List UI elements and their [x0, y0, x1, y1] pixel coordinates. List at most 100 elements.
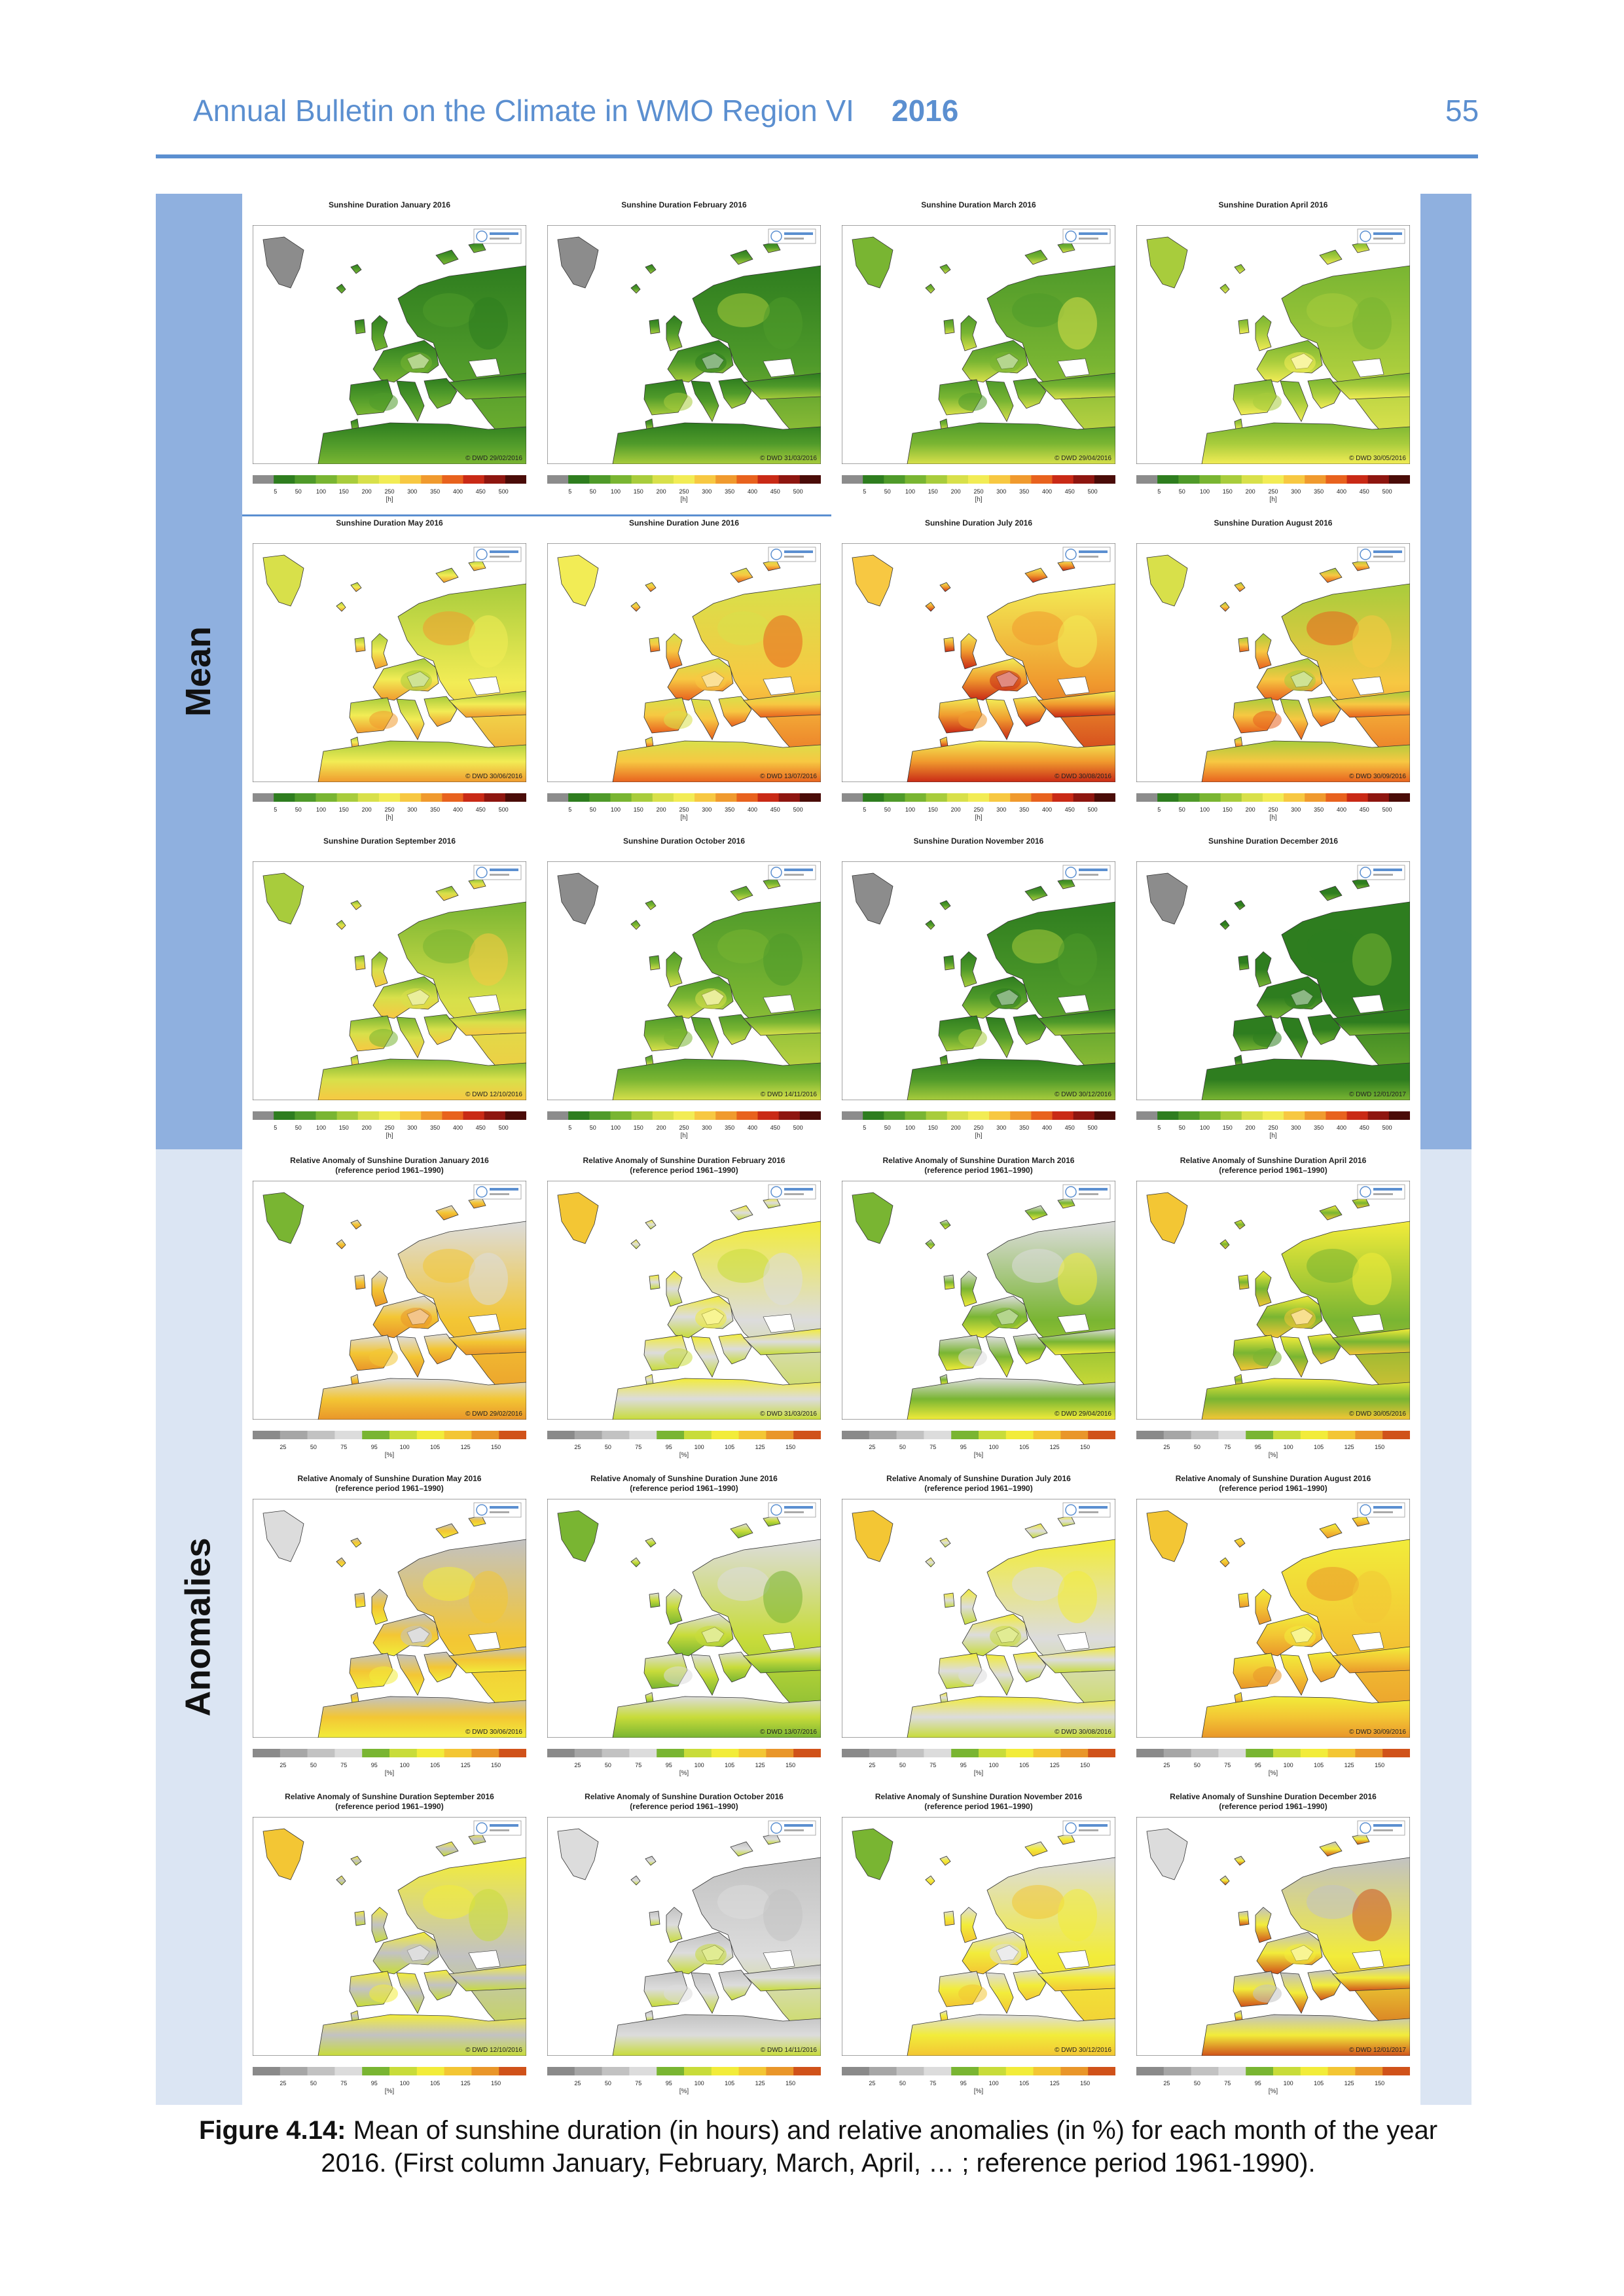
tick-label: 450 — [1065, 806, 1075, 813]
wmo-wordmark — [784, 1193, 804, 1195]
tick-label: 350 — [1019, 1124, 1029, 1131]
land-region — [649, 1910, 660, 1926]
land-region — [1219, 1239, 1230, 1249]
colorbar-swatch — [1094, 1111, 1115, 1120]
colorbar-swatch — [463, 793, 485, 802]
wmo-wordmark — [784, 869, 813, 871]
tick-label: 250 — [384, 806, 394, 813]
tick-label: 5 — [274, 488, 277, 495]
value-field — [1253, 1984, 1282, 2003]
page-number: 55 — [1445, 94, 1479, 128]
wmo-wordmark — [490, 1506, 518, 1509]
value-field — [958, 393, 987, 411]
value-field — [664, 711, 693, 729]
colorbar-swatch — [793, 2067, 821, 2075]
colorbar-swatch — [505, 1111, 526, 1120]
mean-map-panel: Sunshine Duration March 2016 © DWD 29/04/… — [831, 194, 1126, 512]
land-region — [336, 1239, 346, 1249]
colorbar-swatch — [1388, 475, 1410, 484]
colorbar-swatch — [378, 475, 401, 484]
value-field — [1284, 1308, 1316, 1329]
greenland-region — [262, 1828, 304, 1880]
land-region — [985, 1654, 1014, 1696]
land-region — [645, 264, 657, 274]
colorbar-swatch — [253, 1431, 281, 1439]
value-field — [423, 1249, 475, 1283]
colorbar-swatch — [926, 793, 948, 802]
wmo-wordmark — [784, 874, 804, 876]
colorbar-swatch — [896, 1749, 924, 1757]
europe-map: © DWD 12/10/2016 — [253, 1817, 526, 2056]
land-region — [396, 1016, 425, 1058]
tick-label: 150 — [634, 806, 643, 813]
land-region — [960, 1907, 977, 1943]
land-region — [645, 900, 657, 910]
anomaly-map-panel: Relative Anomaly of Sunshine Duration Ju… — [537, 1467, 831, 1785]
colorbar-swatch — [1346, 1111, 1369, 1120]
tick-label: 50 — [1179, 488, 1185, 495]
colorbar-swatch — [499, 1431, 526, 1439]
colorbar — [842, 475, 1115, 484]
land-region — [1013, 1969, 1047, 2001]
value-field — [1253, 1666, 1282, 1685]
tick-label: 250 — [679, 806, 689, 813]
value-field — [990, 1626, 1021, 1647]
tick-label: 300 — [1291, 488, 1301, 495]
colorbar-swatch — [589, 793, 611, 802]
colorbar-swatch — [416, 1749, 445, 1757]
colorbar-unit: [h] — [975, 496, 983, 503]
colorbar-swatch — [316, 793, 338, 802]
greenland-region — [1146, 1510, 1188, 1562]
wmo-wordmark — [1373, 874, 1393, 876]
colorbar-swatch — [793, 1749, 821, 1757]
colorbar — [253, 1431, 526, 1439]
colorbar-unit: [%] — [384, 1770, 395, 1777]
tick-label: 150 — [928, 806, 938, 813]
colorbar-unit: [%] — [973, 1770, 984, 1777]
colorbar-swatch — [947, 1111, 969, 1120]
value-field — [1012, 611, 1064, 645]
colorbar-swatch — [905, 793, 927, 802]
colorbar-swatch — [1191, 2067, 1219, 2075]
land-region — [435, 249, 459, 265]
wmo-wordmark — [784, 556, 804, 558]
land-region — [1319, 1523, 1343, 1539]
colorbar-swatch — [253, 2067, 281, 2075]
land-region — [907, 2014, 1115, 2056]
value-field — [1352, 1571, 1392, 1623]
copyright-stamp: © DWD 31/03/2016 — [760, 1410, 817, 1418]
land-region — [435, 1523, 459, 1539]
colorbar-swatch — [1327, 2067, 1356, 2075]
tick-label: 250 — [384, 1124, 394, 1131]
sea-region — [763, 1950, 795, 1969]
land-region — [1307, 1014, 1341, 1045]
copyright-stamp: © DWD 30/06/2016 — [465, 1729, 522, 1736]
colorbar-swatch — [631, 793, 653, 802]
tick-label: 150 — [339, 806, 349, 813]
europe-map: © DWD 12/01/2017 — [1136, 1817, 1410, 2056]
land-region — [1201, 422, 1410, 464]
land-region — [1255, 1907, 1272, 1943]
colorbar-ticks: 25 50 75 95 100 105 125 150 — [574, 1762, 795, 1768]
land-region — [371, 1270, 388, 1307]
tick-label: 150 — [785, 1444, 795, 1450]
tick-label: 100 — [611, 806, 621, 813]
tick-label: 200 — [362, 806, 372, 813]
land-region — [630, 601, 641, 612]
tick-label: 200 — [657, 1124, 666, 1131]
tick-label: 350 — [1019, 488, 1029, 495]
mean-map-panel: Sunshine Duration November 2016 © DWD 30/… — [831, 830, 1126, 1148]
map-title: Sunshine Duration January 2016 — [328, 200, 451, 209]
wmo-wordmark — [784, 1188, 813, 1191]
land-region — [396, 698, 425, 740]
value-field — [695, 1308, 727, 1329]
colorbar-swatch — [799, 475, 821, 484]
colorbar-swatch — [1388, 1111, 1410, 1120]
colorbar-unit: [%] — [679, 1452, 689, 1459]
value-field — [664, 1666, 693, 1685]
greenland-region — [852, 1510, 893, 1562]
tick-label: 400 — [1042, 1124, 1052, 1131]
value-field — [695, 1626, 727, 1647]
europe-map: © DWD 13/07/2016 — [547, 543, 821, 782]
value-field — [990, 1308, 1021, 1329]
